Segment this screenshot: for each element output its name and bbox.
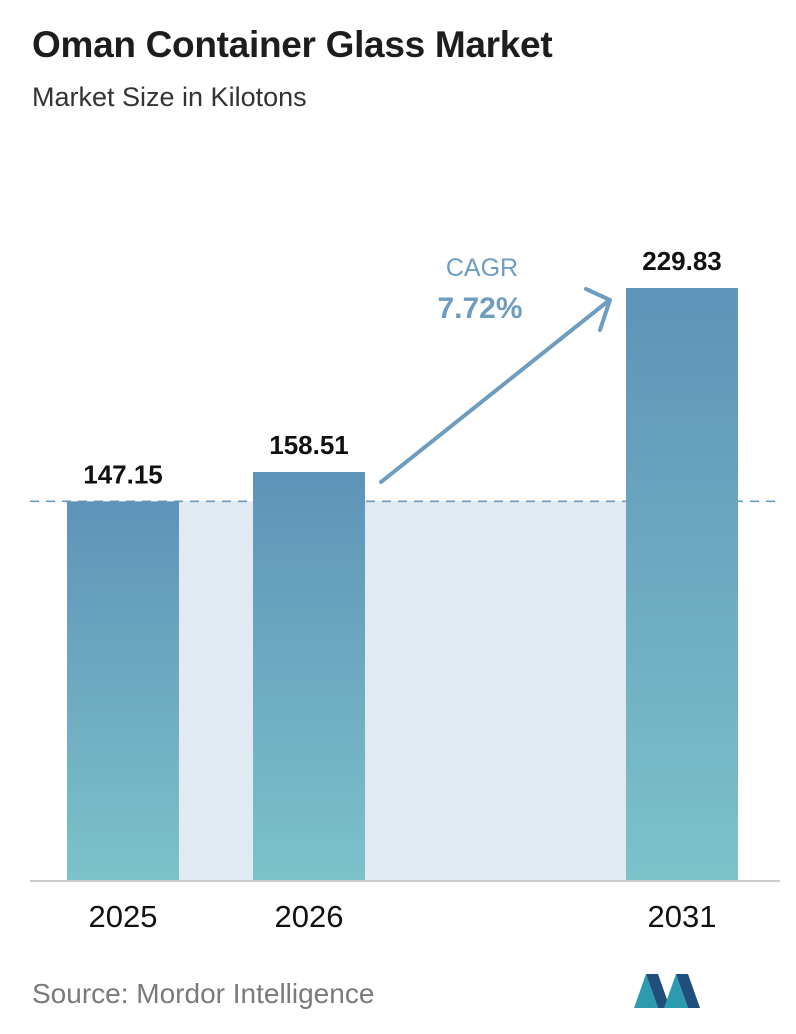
x-tick-label-2026: 2026 bbox=[275, 899, 344, 934]
x-tick-label-2031: 2031 bbox=[648, 899, 717, 934]
mordor-intelligence-logo-icon bbox=[634, 974, 700, 1008]
cagr-arrow bbox=[379, 300, 609, 484]
cagr-annotation: CAGR 7.72% bbox=[379, 254, 612, 484]
baseline-band bbox=[365, 501, 626, 881]
cagr-arrow-head bbox=[584, 287, 612, 332]
bar-2025 bbox=[67, 501, 179, 881]
bar-2026 bbox=[253, 472, 365, 881]
cagr-label: CAGR bbox=[446, 254, 518, 282]
chart-subtitle: Market Size in Kilotons bbox=[32, 82, 307, 112]
source-note: Source: Mordor Intelligence bbox=[32, 978, 375, 1009]
data-label-2026: 158.51 bbox=[269, 430, 349, 460]
x-tick-label-2025: 2025 bbox=[89, 899, 158, 934]
data-label-2031: 229.83 bbox=[642, 246, 722, 276]
bar-2031 bbox=[626, 288, 738, 881]
data-label-2025: 147.15 bbox=[83, 459, 163, 489]
chart-title: Oman Container Glass Market bbox=[32, 24, 553, 65]
bar-chart: 147.15 2025 158.51 2026 229.83 2031 CAGR 7.72… bbox=[30, 246, 780, 934]
cagr-value: 7.72% bbox=[437, 292, 522, 325]
baseline-band bbox=[179, 501, 253, 881]
